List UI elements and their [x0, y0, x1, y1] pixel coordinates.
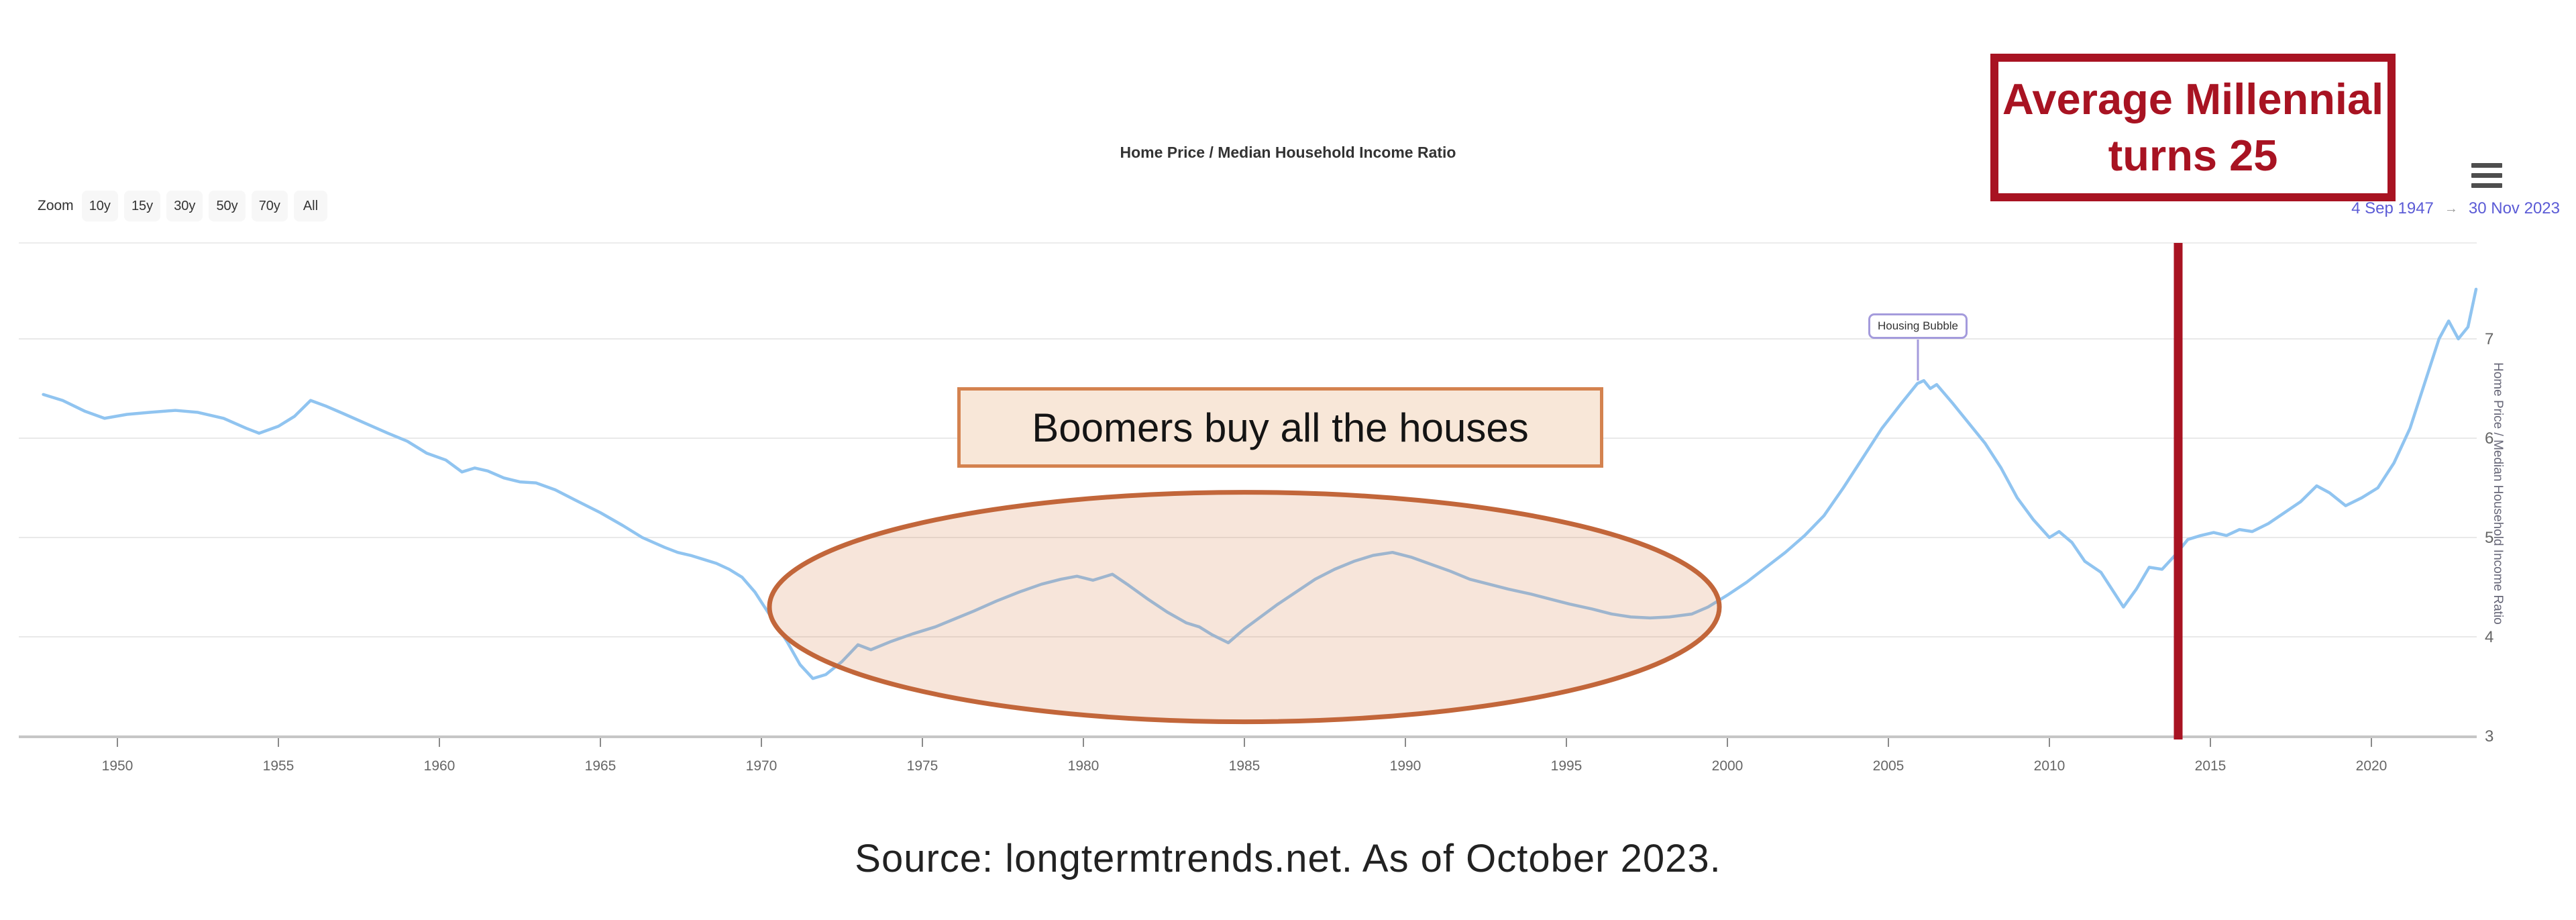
zoom-range-button-70y[interactable]: 70y	[251, 191, 288, 221]
x-tick-label: 1965	[585, 758, 616, 774]
y-tick-label: 5	[2485, 529, 2493, 547]
hamburger-bar	[2471, 183, 2502, 188]
x-tick-label: 1980	[1068, 758, 1099, 774]
x-tick-label: 1975	[907, 758, 938, 774]
x-tick-label: 1960	[424, 758, 455, 774]
zoom-label: Zoom	[38, 198, 74, 213]
chart-title: Home Price / Median Household Income Rat…	[1120, 144, 1456, 161]
boomers-annotation-box: Boomers buy all the houses	[957, 387, 1603, 468]
zoom-range-button-50y[interactable]: 50y	[209, 191, 246, 221]
y-tick-label: 3	[2485, 727, 2493, 746]
millennial-annotation-line1: Average Millennial	[2002, 74, 2384, 123]
plot-axes	[19, 735, 2477, 747]
y-tick-label: 6	[2485, 429, 2493, 448]
source-caption: Source: longtermtrends.net. As of Octobe…	[855, 837, 1721, 880]
x-tick-label: 2000	[1712, 758, 1743, 774]
date-range-arrow-icon: →	[2444, 201, 2458, 216]
axis-tick-labels: 1950 1955 1960 1965 1970 1975 1980 1985 1990 1995…	[102, 330, 2494, 774]
housing-bubble-callout: Housing Bubble	[1868, 313, 1968, 339]
zoom-range-button-15y[interactable]: 15y	[123, 191, 161, 221]
millennial-annotation-line2: turns 25	[2108, 131, 2278, 180]
zoom-range-button-10y[interactable]: 10y	[81, 191, 118, 221]
x-tick-label: 1990	[1390, 758, 1421, 774]
x-tick-label: 1995	[1551, 758, 1582, 774]
y-tick-label: 4	[2485, 628, 2493, 646]
date-range-from[interactable]: 4 Sep 1947	[2351, 199, 2434, 217]
annotation-shapes	[767, 243, 2183, 739]
ratio-line-series	[42, 287, 2478, 680]
boomers-ellipse	[767, 490, 1722, 725]
x-tick-label: 2015	[2195, 758, 2226, 774]
x-tick-label: 2005	[1873, 758, 1904, 774]
hamburger-bar	[2471, 163, 2502, 168]
x-tick-label: 1985	[1229, 758, 1260, 774]
zoom-toolbar: Zoom 10y 15y 30y 50y 70y All	[38, 191, 327, 221]
x-tick-label: 1955	[263, 758, 294, 774]
y-axis-title: Home Price / Median Household Income Rat…	[2491, 362, 2505, 625]
y-tick-label: 7	[2485, 330, 2493, 348]
zoom-range-button-30y[interactable]: 30y	[166, 191, 203, 221]
x-tick-label: 2010	[2034, 758, 2065, 774]
hamburger-menu-icon[interactable]	[2471, 163, 2502, 188]
zoom-range-button-all[interactable]: All	[293, 191, 327, 221]
date-range-selector: 4 Sep 1947 → 30 Nov 2023	[2351, 199, 2560, 218]
date-range-to[interactable]: 30 Nov 2023	[2468, 199, 2560, 217]
zoom-buttons-group: 10y 15y 30y 50y 70y All	[81, 191, 327, 221]
millennial-annotation-box: Average Millennial turns 25	[1990, 54, 2396, 201]
x-tick-label: 1970	[746, 758, 777, 774]
ratio-line	[42, 287, 2478, 680]
x-tick-label: 1950	[102, 758, 133, 774]
hamburger-bar	[2471, 173, 2502, 178]
x-tick-label: 2020	[2356, 758, 2387, 774]
